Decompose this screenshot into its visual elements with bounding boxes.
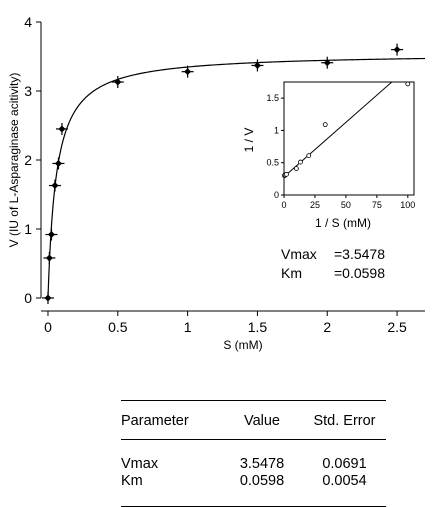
point-marker bbox=[184, 68, 192, 76]
main-x-tick-label: 0 bbox=[44, 319, 52, 335]
data-point bbox=[321, 56, 334, 69]
point-marker bbox=[253, 61, 261, 69]
km-annotation-label: Km bbox=[281, 265, 302, 281]
inset-y-tick-label: 1 bbox=[274, 125, 279, 135]
inset-frame bbox=[283, 81, 415, 196]
chart: 0 1 2 3 4 0 0.5 1 1.5 2 2.5 0 0.5 1 1.5 0 25 50 75 100 S (… bbox=[7, 14, 426, 352]
point-marker bbox=[54, 159, 62, 167]
data-point bbox=[45, 228, 58, 241]
data-point bbox=[52, 157, 65, 170]
inset-point bbox=[322, 122, 328, 128]
parameters-table: Parameter Value Std. Error Vmax 3.5478 0… bbox=[121, 400, 386, 507]
point-marker bbox=[58, 125, 66, 133]
inset-point bbox=[405, 81, 411, 87]
main-x-tick-label: 1.5 bbox=[248, 319, 268, 335]
main-x-axis-label: S (mM) bbox=[223, 338, 262, 352]
cell-std-error: 0.0054 bbox=[322, 473, 367, 489]
point-marker bbox=[45, 254, 53, 262]
vmax-annotation-value: =3.5478 bbox=[334, 246, 385, 262]
cell-std-error: 0.0691 bbox=[322, 456, 367, 472]
data-point bbox=[48, 179, 61, 192]
inset-point bbox=[306, 153, 312, 159]
data-point bbox=[55, 122, 68, 135]
inset-x-tick-label: 25 bbox=[310, 200, 320, 210]
point-marker bbox=[44, 294, 52, 302]
header-value: Value bbox=[243, 413, 280, 429]
inset-plot: 0 0.5 1 1.5 0 25 50 75 100 bbox=[266, 81, 415, 210]
km-annotation-value: =0.0598 bbox=[334, 265, 385, 281]
data-point bbox=[181, 65, 194, 78]
cell-parameter: Vmax bbox=[121, 456, 159, 472]
inset-x-axis-label: 1 / S (mM) bbox=[315, 216, 371, 230]
data-point bbox=[41, 292, 54, 304]
header-parameter: Parameter bbox=[121, 413, 189, 429]
cell-value: 0.0598 bbox=[239, 473, 285, 489]
main-plot: 0 1 2 3 4 0 0.5 1 1.5 2 2.5 bbox=[24, 14, 426, 335]
inset-y-tick-label: 0.5 bbox=[266, 158, 279, 168]
table-row: Vmax 3.5478 0.0691 bbox=[121, 440, 386, 474]
header-std-error: Std. Error bbox=[313, 413, 376, 429]
main-y-tick-label: 2 bbox=[24, 152, 32, 168]
point-marker bbox=[114, 78, 122, 86]
main-y-tick-label: 1 bbox=[24, 221, 32, 237]
data-point bbox=[391, 43, 404, 56]
point-marker bbox=[393, 46, 401, 54]
cell-value: 3.5478 bbox=[239, 456, 285, 472]
inset-y-tick-label: 1.5 bbox=[266, 93, 279, 103]
point-marker bbox=[51, 182, 59, 190]
inset-y-tick-label: 0 bbox=[274, 190, 279, 200]
inset-x-tick-label: 0 bbox=[281, 200, 286, 210]
data-point bbox=[251, 59, 264, 72]
main-y-tick-label: 4 bbox=[24, 14, 32, 30]
cell-parameter: Km bbox=[121, 473, 143, 489]
inset-x-tick-label: 75 bbox=[372, 200, 382, 210]
main-x-tick-label: 2 bbox=[323, 319, 331, 335]
inset-y-axis-label: 1 / V bbox=[242, 128, 256, 153]
table-header-row: Parameter Value Std. Error bbox=[121, 400, 386, 440]
inset-point bbox=[284, 171, 289, 177]
inset-x-tick-label: 50 bbox=[341, 200, 351, 210]
main-x-tick-label: 0.5 bbox=[108, 319, 128, 335]
data-point bbox=[111, 76, 124, 89]
point-marker bbox=[323, 59, 331, 67]
main-y-tick-label: 3 bbox=[24, 83, 32, 99]
vmax-annotation-label: Vmax bbox=[281, 246, 317, 262]
inset-point bbox=[298, 159, 303, 165]
data-point bbox=[43, 251, 56, 264]
main-x-tick-label: 2.5 bbox=[387, 319, 407, 335]
point-marker bbox=[47, 231, 55, 239]
main-y-axis-label: V (IU of L-Asparaginase acitivity) bbox=[7, 73, 21, 248]
main-x-tick-label: 1 bbox=[184, 319, 192, 335]
inset-x-tick-label: 100 bbox=[400, 200, 415, 210]
main-y-tick-label: 0 bbox=[24, 290, 32, 306]
table-row: Km 0.0598 0.0054 bbox=[121, 473, 386, 507]
inset-point bbox=[293, 166, 299, 171]
